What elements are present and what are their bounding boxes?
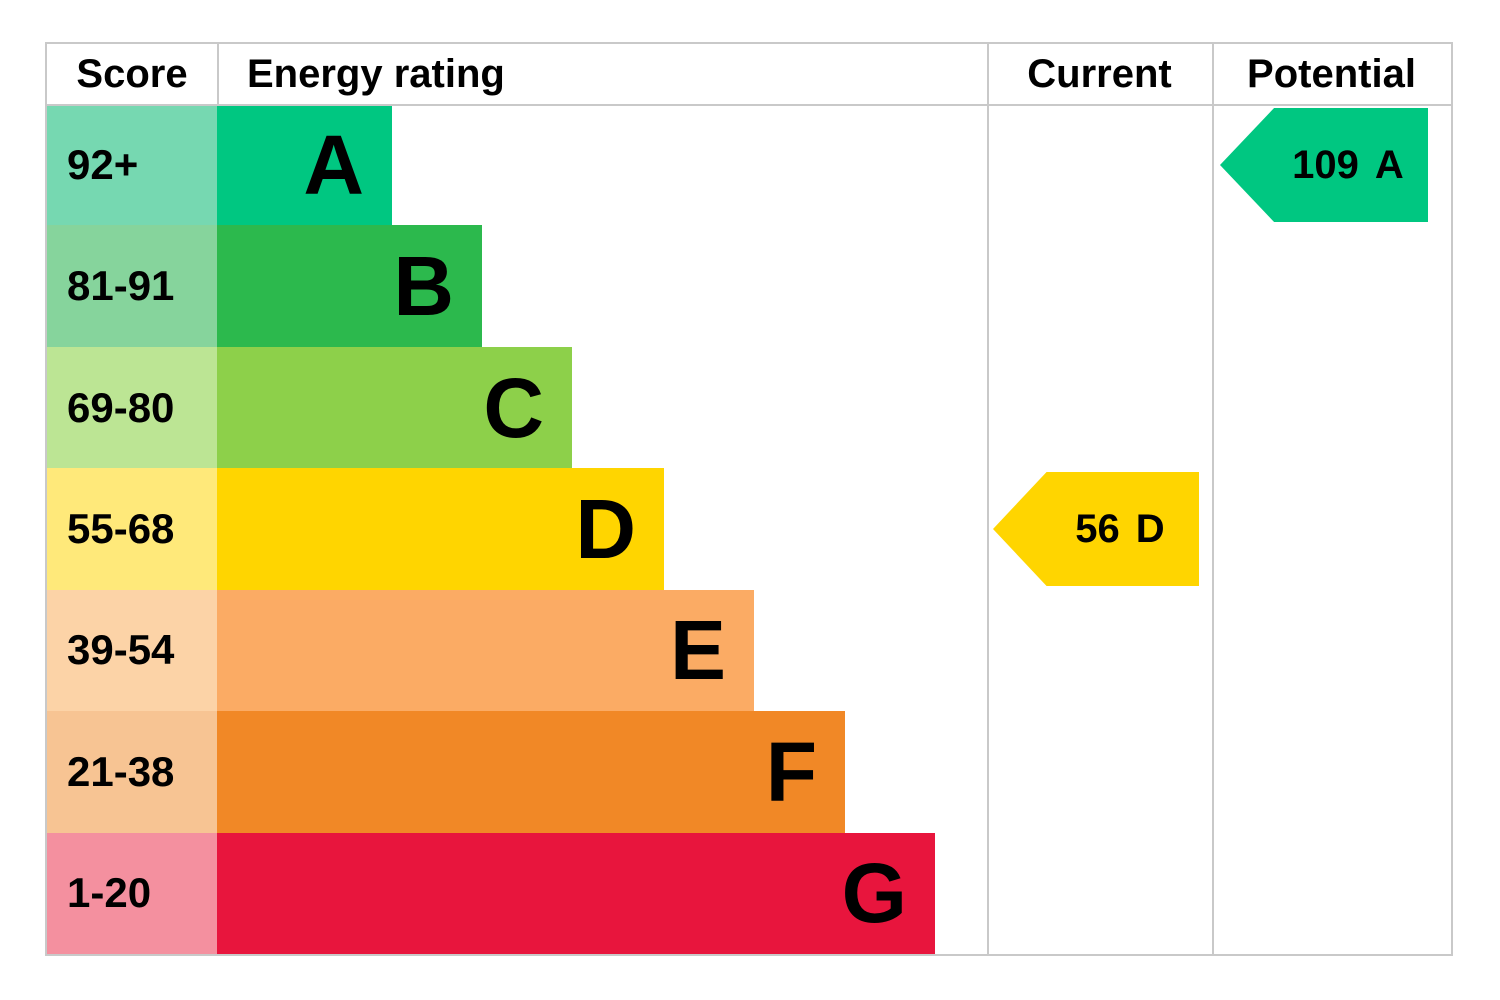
band-row-a: 92+ A	[47, 104, 1451, 226]
rating-letter: E	[669, 603, 726, 698]
score-cell: 1-20	[47, 832, 217, 954]
potential-header: Potential	[1247, 51, 1416, 96]
rating-bar-c: C	[217, 346, 572, 469]
rating-bar-d: D	[217, 468, 664, 590]
rating-bar-f: F	[217, 711, 845, 833]
rating-letter: B	[393, 239, 454, 334]
rating-bar-b: B	[217, 225, 482, 347]
energy-rating-header: Energy rating	[247, 51, 505, 96]
band-row-g: 1-20 G	[47, 832, 1451, 954]
band-row-e: 39-54 E	[47, 589, 1451, 712]
score-cell: 69-80	[47, 346, 217, 469]
epc-rating-chart: Score Energy rating Current Potential 92…	[45, 42, 1453, 956]
potential-rating-letter: A	[1374, 142, 1404, 187]
rating-letter: G	[841, 846, 907, 941]
chart-header: Score Energy rating Current Potential	[47, 44, 1451, 104]
band-row-d: 55-68 D	[47, 468, 1451, 590]
band-row-c: 69-80 C	[47, 346, 1451, 469]
score-cell: 55-68	[47, 468, 217, 590]
current-header: Current	[1027, 51, 1172, 96]
rating-bar-g: G	[217, 832, 935, 954]
score-column-divider	[217, 44, 219, 104]
rating-letter: C	[483, 360, 544, 455]
rating-bar-a: A	[217, 104, 392, 226]
rating-bar-e: E	[217, 589, 754, 712]
rating-letter: A	[303, 117, 364, 212]
score-cell: 81-91	[47, 225, 217, 347]
rating-letter: F	[765, 724, 817, 819]
band-row-f: 21-38 F	[47, 711, 1451, 833]
current-column-divider	[987, 44, 989, 954]
potential-rating-value: 109	[1292, 142, 1359, 187]
score-cell: 92+	[47, 104, 217, 226]
current-rating-letter: D	[1135, 506, 1165, 551]
band-row-b: 81-91 B	[47, 225, 1451, 347]
current-rating-value: 56	[1075, 506, 1120, 551]
score-cell: 21-38	[47, 711, 217, 833]
score-cell: 39-54	[47, 589, 217, 712]
score-header: Score	[76, 51, 188, 96]
header-divider	[47, 104, 1451, 106]
band-rows: 92+ A 81-91 B 69-80 C 55-68 D 39-54	[47, 104, 1451, 954]
rating-letter: D	[575, 481, 636, 576]
potential-column-divider	[1212, 44, 1214, 954]
